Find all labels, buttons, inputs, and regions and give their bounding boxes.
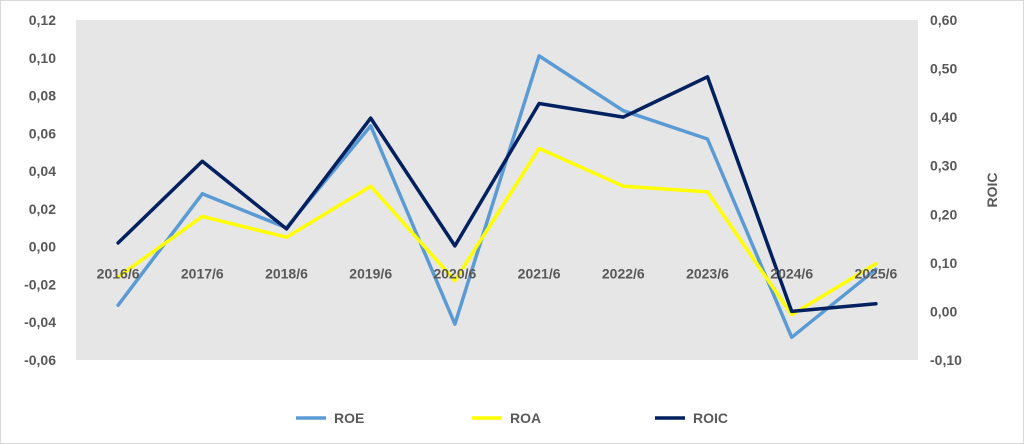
left-axis-tick-label: 0,12 — [29, 12, 56, 28]
legend-label: ROE — [334, 410, 364, 426]
category-label: 2022/6 — [602, 266, 645, 282]
legend: ROE ROA ROIC — [296, 410, 728, 426]
category-label: 2021/6 — [518, 266, 561, 282]
right-axis-title: ROIC — [984, 173, 1000, 208]
right-axis-tick-label: 0,20 — [930, 206, 957, 222]
legend-item-roe: ROE — [296, 410, 364, 426]
left-axis-tick-label: 0,06 — [29, 125, 56, 141]
right-axis-tick-label: 0,30 — [930, 158, 957, 174]
legend-item-roic: ROIC — [655, 410, 728, 426]
series-lines — [116, 54, 878, 340]
category-label: 2024/6 — [770, 266, 813, 282]
left-axis-tick-label: 0,00 — [29, 239, 56, 255]
left-axis-tick-label: 0,04 — [29, 163, 56, 179]
left-axis-tick-label: -0,06 — [24, 352, 56, 368]
category-labels: 2016/6 2017/6 2018/6 2019/6 2020/6 2021/6 2022… — [97, 266, 898, 282]
left-axis-tick-label: 0,08 — [29, 88, 56, 104]
legend-label: ROIC — [693, 410, 728, 426]
right-axis-tick-label: 0,00 — [930, 303, 957, 319]
left-axis-ticks: 0,12 0,10 0,08 0,06 0,04 0,02 0,00 -0,02 -0,04 -0… — [24, 12, 56, 368]
right-axis-tick-label: 0,40 — [930, 109, 957, 125]
right-axis-tick-label: -0,10 — [930, 352, 962, 368]
legend-label: ROA — [510, 410, 541, 426]
category-label: 2017/6 — [181, 266, 224, 282]
legend-item-roa: ROA — [472, 410, 541, 426]
right-axis-tick-label: 0,60 — [930, 12, 957, 28]
left-axis-tick-label: -0,02 — [24, 276, 56, 292]
right-axis-tick-label: 0,50 — [930, 61, 957, 77]
left-axis-tick-label: 0,10 — [29, 50, 56, 66]
right-axis-ticks: 0,60 0,50 0,40 0,30 0,20 0,10 0,00 -0,10 — [930, 12, 962, 368]
series-line-roic — [116, 75, 878, 314]
category-label: 2023/6 — [686, 266, 729, 282]
category-label: 2025/6 — [854, 266, 897, 282]
left-axis-tick-label: 0,02 — [29, 201, 56, 217]
category-label: 2018/6 — [265, 266, 308, 282]
category-label: 2019/6 — [349, 266, 392, 282]
series-line-roa — [116, 146, 878, 317]
category-label: 2020/6 — [433, 266, 476, 282]
series-line-roe — [116, 54, 878, 340]
category-label: 2016/6 — [97, 266, 140, 282]
right-axis-tick-label: 0,10 — [930, 255, 957, 271]
left-axis-tick-label: -0,04 — [24, 314, 56, 330]
